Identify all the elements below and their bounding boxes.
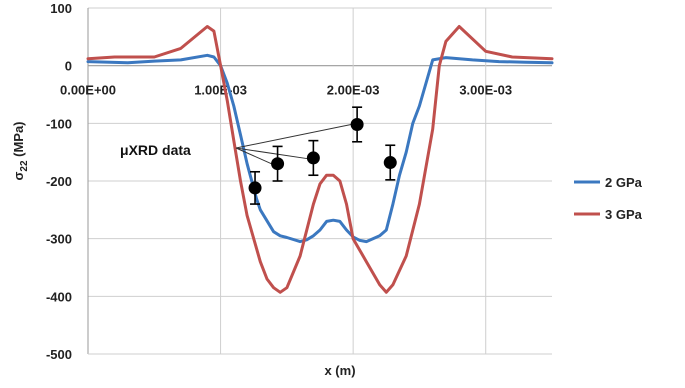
grid-lines — [87, 7, 552, 355]
series-line-1 — [86, 25, 554, 294]
annotation-label: μXRD data — [120, 142, 191, 158]
series-line-0 — [86, 53, 554, 244]
x-tick-label-3: 3.00E-03 — [459, 83, 512, 98]
y-tick-label-0: 100 — [50, 1, 72, 16]
y-tick-label-2: -100 — [46, 116, 72, 131]
x-tick-label-1: 1.00E-03 — [194, 83, 247, 98]
x-axis-label: x (m) — [324, 363, 355, 378]
y-axis-label: σ22 (MPa) — [11, 121, 30, 180]
data-point-3 — [350, 117, 364, 131]
data-point-0 — [248, 181, 262, 195]
data-point-2 — [306, 151, 320, 165]
y-axis-label-main: σ — [11, 172, 26, 181]
y-axis-label-sub: 22 — [19, 160, 30, 172]
annotation-leader-2 — [235, 147, 310, 160]
annotation-leader-3 — [235, 123, 352, 149]
legend-label-3gpa: 3 GPa — [605, 207, 643, 222]
y-tick-label-4: -300 — [46, 232, 72, 247]
y-tick-label-6: -500 — [46, 347, 72, 362]
y-tick-label-1: 0 — [65, 59, 72, 74]
legend-label-2gpa: 2 GPa — [605, 175, 643, 190]
legend: 2 GPa 3 GPa — [574, 175, 643, 222]
x-tick-labels: 0.00E+00 1.00E-03 2.00E-03 3.00E-03 — [60, 83, 512, 98]
annotation-group: μXRD data — [120, 123, 352, 166]
y-tick-label-5: -400 — [46, 289, 72, 304]
y-tick-labels: 100 0 -100 -200 -300 -400 -500 — [46, 1, 72, 362]
x-tick-label-0: 0.00E+00 — [60, 83, 116, 98]
x-tick-label-2: 2.00E-03 — [327, 83, 380, 98]
svg-text:σ22 (MPa): σ22 (MPa) — [11, 121, 30, 180]
data-point-4 — [383, 156, 397, 170]
data-point-1 — [271, 157, 285, 171]
scatter-points — [248, 106, 397, 205]
annotation-leader-1 — [235, 147, 274, 166]
y-tick-label-3: -200 — [46, 174, 72, 189]
y-axis-label-unit: (MPa) — [11, 121, 26, 160]
series-lines — [86, 25, 554, 294]
